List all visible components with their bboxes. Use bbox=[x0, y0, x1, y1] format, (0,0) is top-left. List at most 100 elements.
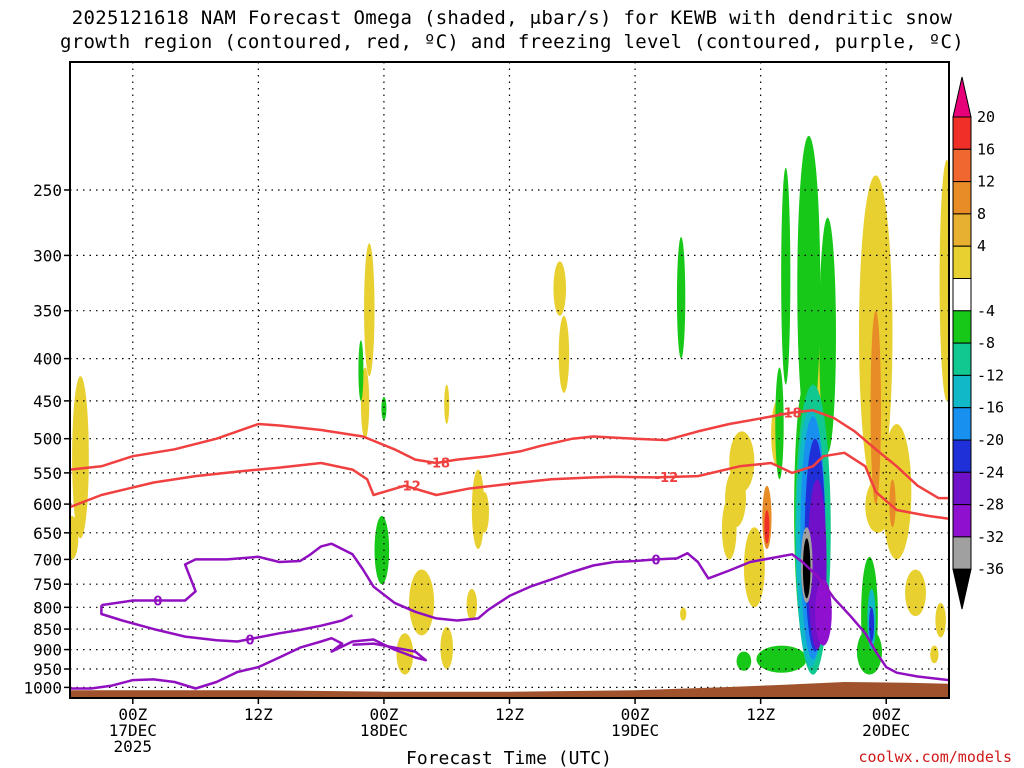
colorbar-label: -16 bbox=[977, 399, 1004, 417]
colorbar-swatch bbox=[952, 536, 972, 570]
omega-ascent-cell bbox=[440, 626, 453, 669]
colorbar: 20 16 12 8 4 -4 -8 -12 -16 -20 -24 -28 -32 -36 bbox=[952, 76, 1004, 610]
omega-ascent-cell bbox=[930, 645, 939, 664]
omega-ascent-core bbox=[870, 310, 881, 505]
y-tick-label: 250 bbox=[33, 181, 62, 200]
omega-descent-cell bbox=[736, 651, 752, 671]
omega-ascent-cell bbox=[729, 431, 755, 492]
colorbar-label: 4 bbox=[977, 237, 986, 255]
colorbar-label: 8 bbox=[977, 205, 986, 223]
dgz-label: -18 bbox=[427, 456, 451, 471]
colorbar-label: -20 bbox=[977, 431, 1004, 449]
y-tick-label: 700 bbox=[33, 550, 62, 569]
colorbar-label: 16 bbox=[977, 140, 995, 158]
omega-ascent-cell bbox=[905, 569, 926, 617]
dgz-label: -12 bbox=[397, 480, 421, 495]
omega-ascent-cell bbox=[935, 602, 946, 638]
y-tick-label: 550 bbox=[33, 464, 62, 483]
x-tick-label: 00Z bbox=[621, 705, 650, 724]
y-tick-label: 750 bbox=[33, 575, 62, 594]
x-axis-label: Forecast Time (UTC) bbox=[406, 748, 612, 768]
colorbar-swatch bbox=[952, 213, 972, 247]
title-line-1: 2025121618 NAM Forecast Omega (shaded, μ… bbox=[71, 7, 953, 29]
y-tick-label: 600 bbox=[33, 495, 62, 514]
omega-descent-core bbox=[815, 579, 832, 646]
colorbar-label: -28 bbox=[977, 496, 1004, 514]
x-tick-label: 18DEC bbox=[360, 721, 408, 740]
chart-title: 2025121618 NAM Forecast Omega (shaded, μ… bbox=[0, 6, 1024, 54]
omega-ascent-cell bbox=[72, 376, 89, 539]
colorbar-swatch bbox=[952, 374, 972, 409]
x-tick-label: 12Z bbox=[746, 705, 775, 724]
omega-ascent-cell bbox=[939, 160, 949, 401]
x-tick-label: 17DEC bbox=[109, 721, 157, 740]
y-tick-label: 500 bbox=[33, 430, 62, 449]
y-tick-label: 300 bbox=[33, 246, 62, 265]
y-tick-label: 400 bbox=[33, 350, 62, 369]
freezing-level-contour bbox=[101, 542, 949, 682]
colorbar-swatch bbox=[952, 504, 972, 538]
y-tick-label: 850 bbox=[33, 620, 62, 639]
freezing-level-label: 0 bbox=[245, 633, 254, 648]
omega-descent-cell bbox=[781, 167, 791, 385]
omega-ascent-cell bbox=[409, 569, 435, 636]
x-tick-label: 00Z bbox=[369, 705, 398, 724]
colorbar-label: -36 bbox=[977, 560, 1004, 578]
y-tick-label: 900 bbox=[33, 641, 62, 660]
dgz-isotherm--18 bbox=[70, 409, 949, 500]
omega-descent-cell bbox=[819, 217, 836, 453]
omega-descent-core bbox=[802, 538, 811, 599]
omega-ascent-cell bbox=[364, 243, 375, 377]
freezing-level-contour bbox=[100, 605, 354, 643]
colorbar-swatch bbox=[952, 116, 972, 150]
freezing-level-contour bbox=[70, 636, 428, 690]
x-tick-label: 00Z bbox=[118, 705, 147, 724]
colorbar-label: -32 bbox=[977, 528, 1004, 546]
colorbar-swatch bbox=[952, 148, 972, 183]
colorbar-swatch bbox=[952, 439, 972, 473]
omega-descent-cell bbox=[374, 515, 390, 585]
terrain-surface bbox=[70, 682, 949, 698]
omega-ascent-cell bbox=[479, 491, 489, 533]
colorbar-swatch bbox=[952, 407, 972, 441]
source-credit: coolwx.com/models bbox=[858, 748, 1012, 766]
colorbar-label: -24 bbox=[977, 463, 1004, 481]
omega-ascent-cell bbox=[444, 384, 450, 425]
colorbar-swatch bbox=[952, 278, 972, 312]
x-tick-label: 00Z bbox=[872, 705, 901, 724]
omega-ascent-core bbox=[764, 510, 770, 544]
dgz-isotherm--12 bbox=[70, 451, 949, 521]
contours: -12 -12 -18 -18 0 0 0 bbox=[70, 407, 949, 690]
y-tick-label: 950 bbox=[33, 660, 62, 679]
colorbar-label: 12 bbox=[977, 173, 995, 191]
omega-descent-core bbox=[869, 607, 875, 642]
omega-descent-cell bbox=[358, 340, 364, 401]
omega-ascent-cell bbox=[680, 607, 687, 621]
y-tick-label: 450 bbox=[33, 392, 62, 411]
terrain bbox=[70, 682, 949, 698]
freezing-level-label: 0 bbox=[153, 595, 162, 610]
y-tick-label: 350 bbox=[33, 302, 62, 321]
title-line-2: growth region (contoured, red, ºC) and f… bbox=[60, 31, 964, 53]
colorbar-swatch bbox=[952, 471, 972, 506]
colorbar-top-arrow bbox=[952, 76, 972, 118]
colorbar-label: -4 bbox=[977, 302, 995, 320]
omega-descent-cell bbox=[797, 135, 821, 439]
omega-ascent-cell bbox=[882, 424, 912, 560]
dgz-label: -18 bbox=[778, 407, 802, 422]
colorbar-swatch bbox=[952, 342, 972, 376]
y-axis: 250 300 350 400 450 500 550 600 650 700 750 800 850 9… bbox=[23, 181, 70, 697]
x-tick-label: 20DEC bbox=[862, 721, 910, 740]
colorbar-label: -12 bbox=[977, 366, 1004, 384]
omega-ascent-core bbox=[889, 479, 896, 528]
omega-descent-cell bbox=[676, 236, 686, 359]
omega-ascent-cell bbox=[721, 498, 737, 560]
omega-ascent-cell bbox=[466, 588, 478, 621]
colorbar-bottom-arrow bbox=[952, 568, 972, 610]
colorbar-swatch bbox=[952, 181, 972, 215]
x-tick-label: 12Z bbox=[244, 705, 273, 724]
y-tick-label: 650 bbox=[33, 524, 62, 543]
omega-ascent-cell bbox=[558, 315, 570, 393]
omega-descent-cell bbox=[381, 396, 387, 421]
